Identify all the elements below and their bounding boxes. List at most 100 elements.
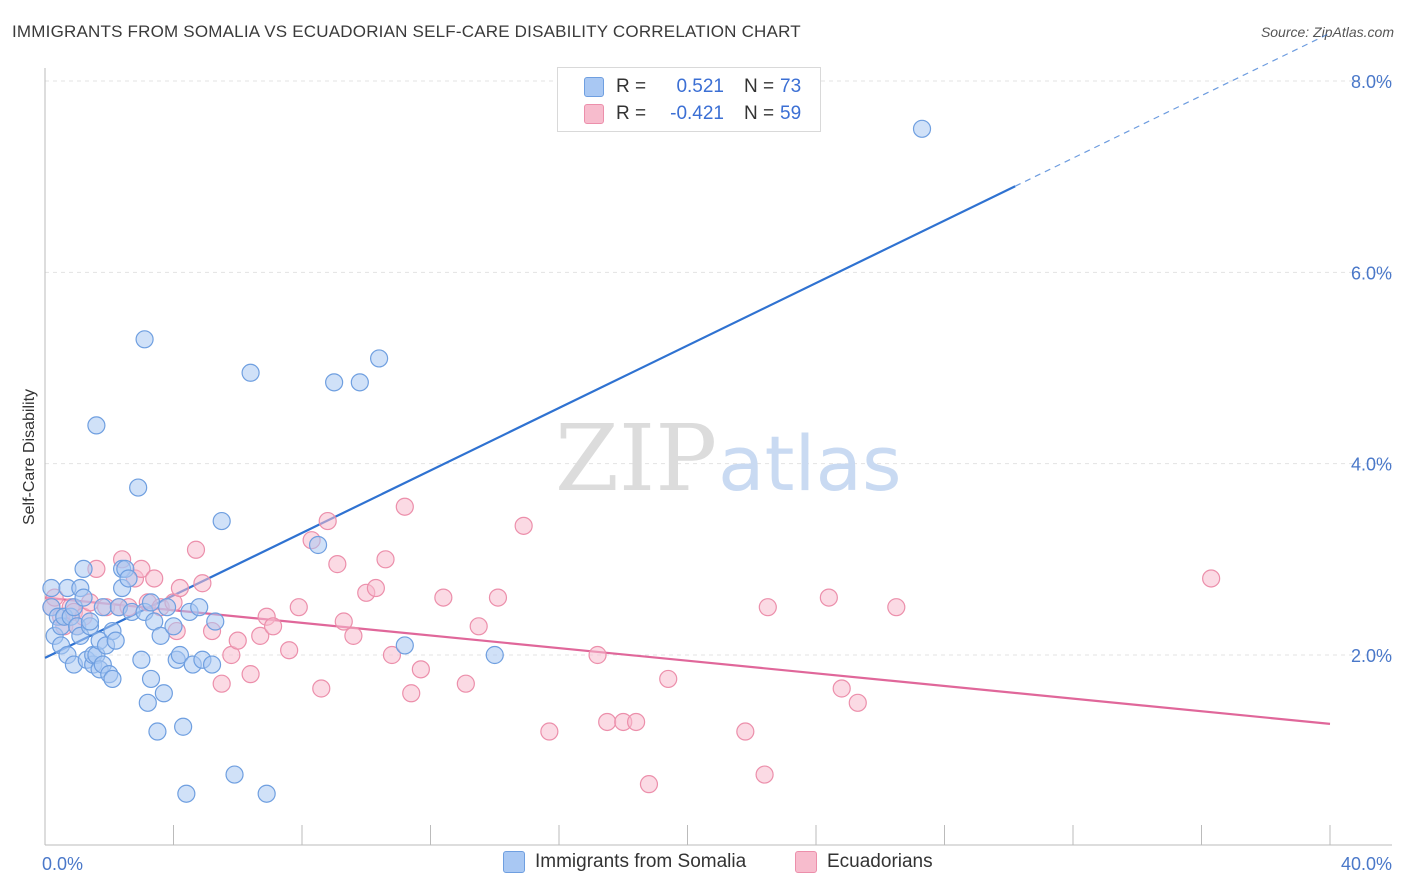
point-ecuadorians <box>832 679 851 698</box>
point-ecuadorians <box>193 574 212 593</box>
point-ecuadorians <box>312 679 331 698</box>
legend-r-label: R = <box>616 76 647 97</box>
point-somalia <box>308 535 328 555</box>
trend-line-somalia-projection <box>1014 32 1331 187</box>
legend-n-value: 73 <box>780 76 802 97</box>
trend-lines <box>44 32 1331 725</box>
point-somalia <box>912 119 932 138</box>
point-ecuadorians <box>819 588 838 607</box>
legend-swatch-ecuadorians <box>584 104 604 124</box>
point-ecuadorians <box>251 626 270 645</box>
point-ecuadorians <box>514 516 533 535</box>
point-ecuadorians <box>212 674 231 693</box>
point-ecuadorians <box>736 722 755 741</box>
point-ecuadorians <box>411 660 430 679</box>
watermark: ZIP atlas <box>555 405 902 512</box>
point-somalia <box>350 373 369 392</box>
point-somalia <box>241 363 260 382</box>
point-ecuadorians <box>755 765 774 784</box>
source-credit: Source: ZipAtlas.com <box>1260 24 1394 40</box>
point-ecuadorians <box>334 612 353 631</box>
point-ecuadorians <box>540 722 559 741</box>
legend-label-somalia: Immigrants from Somalia <box>535 851 747 872</box>
legend-swatch-ecuadorians <box>795 851 817 873</box>
legend-item-somalia[interactable]: Immigrants from Somalia <box>503 851 746 873</box>
watermark-atlas: atlas <box>718 419 902 508</box>
point-ecuadorians <box>289 598 308 617</box>
point-ecuadorians <box>758 598 777 617</box>
y-tick-label: 8.0% <box>1351 72 1392 92</box>
legend-n-value: 59 <box>780 103 802 124</box>
legend-item-ecuadorians[interactable]: Ecuadorians <box>795 851 933 873</box>
point-somalia <box>141 669 161 689</box>
point-somalia <box>103 669 122 689</box>
point-ecuadorians <box>376 550 395 569</box>
watermark-zip: ZIP <box>555 405 717 512</box>
legend-label-ecuadorians: Ecuadorians <box>827 851 933 872</box>
point-ecuadorians <box>241 665 260 684</box>
point-ecuadorians <box>328 555 347 574</box>
y-axis-label: Self-Care Disability <box>21 389 38 525</box>
point-ecuadorians <box>659 669 678 689</box>
point-somalia <box>74 588 93 607</box>
legend-r-label: R = <box>616 103 647 124</box>
point-somalia <box>141 593 161 612</box>
chart-title: IMMIGRANTS FROM SOMALIA VS ECUADORIAN SE… <box>12 22 801 41</box>
point-somalia <box>74 559 93 579</box>
point-ecuadorians <box>639 775 659 794</box>
point-somalia <box>202 655 222 674</box>
legend-n-label: N = <box>744 76 775 97</box>
point-ecuadorians <box>263 617 283 636</box>
point-somalia <box>190 598 209 617</box>
data-points <box>42 119 1221 803</box>
point-somalia <box>170 645 190 665</box>
legend-r-value: -0.421 <box>670 103 724 124</box>
point-ecuadorians <box>402 684 421 703</box>
point-ecuadorians <box>366 578 385 598</box>
point-ecuadorians <box>344 626 363 645</box>
point-somalia <box>157 598 177 617</box>
point-somalia <box>119 569 138 588</box>
point-somalia <box>135 330 154 349</box>
y-tick-label: 2.0% <box>1351 646 1392 666</box>
point-ecuadorians <box>434 588 453 607</box>
point-somalia <box>87 416 106 435</box>
point-somalia <box>80 612 100 631</box>
point-somalia <box>106 631 125 650</box>
point-somalia <box>42 578 61 598</box>
point-somalia <box>257 784 276 803</box>
legend-swatch-somalia <box>584 77 604 97</box>
point-ecuadorians <box>1202 569 1221 588</box>
point-ecuadorians <box>280 641 299 660</box>
x-tick-label: 40.0% <box>1341 854 1392 874</box>
point-somalia <box>138 693 157 712</box>
point-somalia <box>148 722 167 741</box>
point-ecuadorians <box>887 598 906 617</box>
axes <box>44 68 1392 846</box>
point-somalia <box>395 636 414 655</box>
grid-lines <box>45 80 1392 656</box>
point-somalia <box>174 717 193 736</box>
point-ecuadorians <box>318 511 337 531</box>
correlation-legend: R = 0.521 N = 73 R = -0.421 N = 59 <box>557 67 821 132</box>
point-ecuadorians <box>848 693 867 712</box>
legend-row-somalia: R = 0.521 N = 73 <box>584 75 801 99</box>
point-somalia <box>325 373 344 392</box>
legend-row-ecuadorians: R = -0.421 N = 59 <box>584 102 801 126</box>
point-ecuadorians <box>598 712 617 732</box>
tick-labels: 2.0% 4.0% 6.0% 8.0% 0.0% 40.0% <box>42 72 1392 874</box>
y-tick-label: 4.0% <box>1351 455 1392 475</box>
point-somalia <box>225 765 244 784</box>
legend-r-value: 0.521 <box>676 76 724 97</box>
point-somalia <box>164 617 183 636</box>
point-ecuadorians <box>395 497 414 516</box>
point-ecuadorians <box>626 712 646 732</box>
legend-n-label: N = <box>744 103 775 124</box>
series-legend: Immigrants from Somalia Ecuadorians <box>0 851 1406 877</box>
point-somalia <box>132 650 151 669</box>
point-somalia <box>154 684 173 703</box>
point-ecuadorians <box>382 645 402 665</box>
point-ecuadorians <box>456 674 475 693</box>
point-somalia <box>212 511 231 531</box>
point-somalia <box>129 478 148 497</box>
